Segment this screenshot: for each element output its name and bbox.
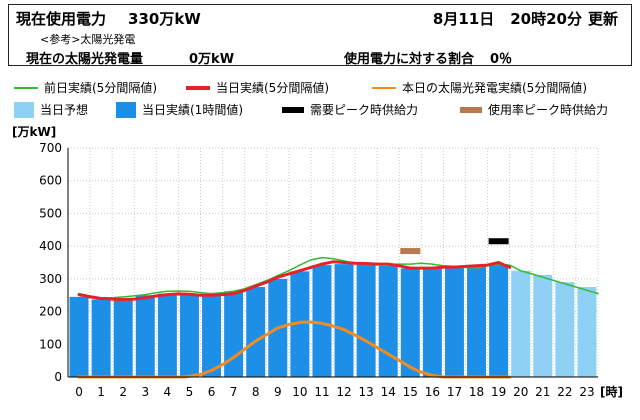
bar-actual_hourly-17 (445, 266, 464, 377)
bar-actual_hourly-6 (202, 295, 221, 377)
x-tick-label-6: 6 (208, 385, 216, 399)
legend-label-solar: 本日の太陽光発電実績(5分間隔値) (402, 80, 587, 95)
bar-actual_hourly-2 (114, 299, 133, 377)
x-tick-label-3: 3 (141, 385, 149, 399)
bar-forecast-23 (577, 287, 596, 377)
bar-forecast-21 (533, 275, 552, 377)
bar-forecast-22 (555, 282, 574, 377)
x-tick-label-4: 4 (164, 385, 172, 399)
legend-label-today_5min: 当日実績(5分間隔値) (216, 80, 329, 95)
x-tick-label-17: 17 (447, 385, 462, 399)
bar-actual_hourly-15 (401, 268, 420, 377)
bar-actual_hourly-1 (92, 299, 111, 377)
bar-actual_hourly-3 (136, 295, 155, 377)
x-tick-label-1: 1 (97, 385, 105, 399)
chart-legend: 前日実績(5分間隔値) 当日実績(5分間隔値) 本日の太陽光発電実績(5分間隔値) 当… (14, 80, 608, 118)
x-tick-label-21: 21 (535, 385, 550, 399)
legend-label-demand_peak: 需要ピーク時供給力 (310, 103, 418, 117)
x-tick-label-2: 2 (119, 385, 127, 399)
x-tick-label-10: 10 (292, 385, 307, 399)
x-tick-label-0: 0 (75, 385, 83, 399)
x-tick-label-8: 8 (252, 385, 260, 399)
legend-swatch-forecast (14, 102, 34, 118)
y-tick-label-100: 100 (39, 337, 62, 351)
y-tick-label-200: 200 (39, 305, 62, 319)
y-tick-label-400: 400 (39, 239, 62, 253)
bar-actual_hourly-12 (335, 264, 354, 377)
y-axis-unit-label: [万kW] (12, 125, 56, 139)
x-tick-label-23: 23 (579, 385, 594, 399)
x-tick-label-22: 22 (557, 385, 572, 399)
y-tick-label-300: 300 (39, 272, 62, 286)
chart-bars (70, 264, 597, 377)
bar-actual_hourly-4 (158, 294, 177, 377)
legend-label-actual_hourly: 当日実績(1時間値) (142, 102, 243, 117)
x-tick-label-20: 20 (513, 385, 528, 399)
x-tick-label-16: 16 (425, 385, 440, 399)
x-tick-label-19: 19 (491, 385, 506, 399)
legend-label-usage_peak: 使用率ピーク時供給力 (488, 102, 608, 117)
legend-swatch-demand_peak (282, 107, 304, 113)
x-tick-label-18: 18 (469, 385, 484, 399)
bar-actual_hourly-13 (357, 264, 376, 377)
bar-actual_hourly-7 (224, 291, 243, 377)
bar-actual_hourly-8 (246, 287, 265, 377)
bar-actual_hourly-16 (423, 268, 442, 377)
y-tick-label-700: 700 (39, 141, 62, 155)
legend-label-prev_day: 前日実績(5分間隔値) (44, 80, 157, 95)
x-tick-label-15: 15 (403, 385, 418, 399)
peak-marker-demand_peak (489, 238, 509, 244)
x-tick-label-12: 12 (336, 385, 351, 399)
peak-marker-usage_peak (400, 248, 420, 254)
y-tick-label-600: 600 (39, 174, 62, 188)
x-axis-unit-label: [時] (600, 384, 623, 399)
bar-actual_hourly-19 (489, 265, 508, 377)
y-tick-label-500: 500 (39, 206, 62, 220)
x-tick-label-11: 11 (314, 385, 329, 399)
legend-label-forecast: 当日予想 (40, 102, 88, 117)
legend-swatch-usage_peak (460, 107, 482, 113)
bar-actual_hourly-18 (467, 266, 486, 377)
x-tick-label-7: 7 (230, 385, 238, 399)
bar-actual_hourly-14 (379, 266, 398, 377)
bar-actual_hourly-5 (180, 295, 199, 377)
legend-swatch-actual_hourly (116, 102, 136, 118)
y-tick-label-0: 0 (54, 370, 62, 384)
x-tick-label-9: 9 (274, 385, 282, 399)
bar-actual_hourly-0 (70, 297, 89, 377)
bar-forecast-20 (511, 271, 530, 377)
x-tick-label-13: 13 (358, 385, 373, 399)
x-tick-label-14: 14 (381, 385, 396, 399)
x-tick-label-5: 5 (186, 385, 194, 399)
